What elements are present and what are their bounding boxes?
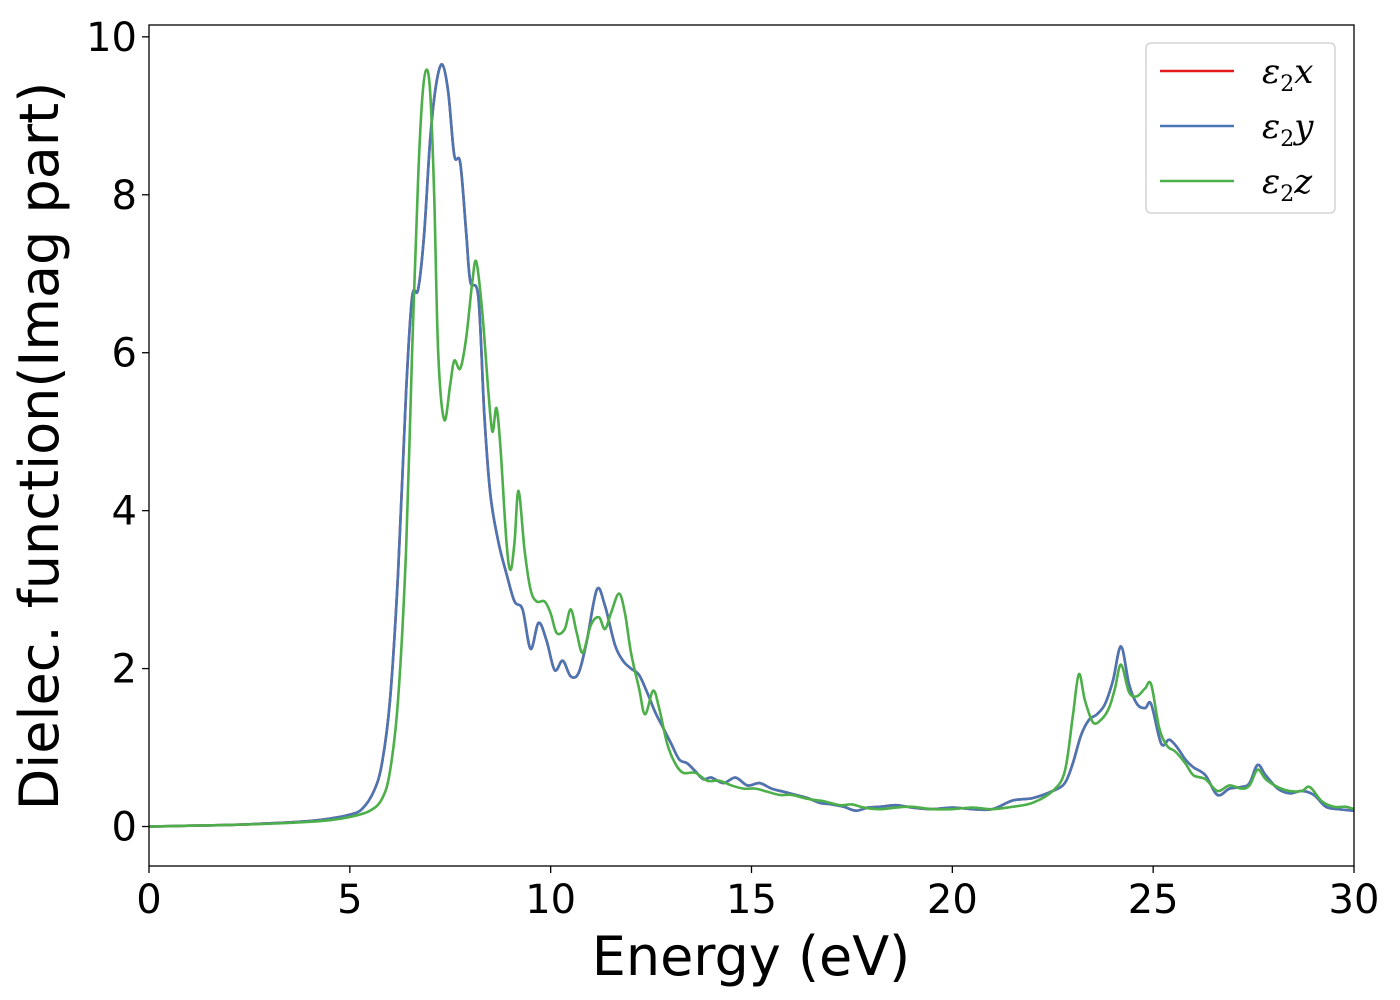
y-tick-label: 10: [86, 15, 137, 61]
series-lines: [148, 63, 1355, 828]
legend-label: ε2x: [1262, 52, 1313, 97]
legend-label: ε2z: [1262, 162, 1313, 207]
y-tick-label: 8: [112, 173, 137, 219]
x-axis-label: Energy (eV): [592, 925, 911, 988]
x-tick-label: 0: [136, 877, 161, 923]
y-tick-label: 6: [112, 331, 137, 377]
legend-box: [1145, 42, 1336, 214]
legend-label: ε2y: [1262, 107, 1314, 152]
y-tick-label: 4: [112, 489, 137, 535]
legend: ε2x ε2y ε2z: [1145, 42, 1336, 214]
y-tick-label: 0: [112, 805, 137, 851]
x-tick-label: 10: [525, 877, 576, 923]
x-tick-label: 25: [1128, 877, 1179, 923]
y-axis-label: Dielec. function(Imag part): [8, 82, 71, 811]
x-tick-label: 5: [337, 877, 362, 923]
plot-frame: [148, 24, 1355, 867]
legend-entry-eps2x: ε2x: [1160, 52, 1313, 97]
x-tick-label: 20: [927, 877, 978, 923]
x-tick-label: 30: [1329, 877, 1380, 923]
y-axis-ticks: 0 2 4 6 8 10: [86, 15, 149, 851]
y-tick-label: 2: [112, 647, 137, 693]
x-axis-ticks: 0 5 10 15 20 25 30: [136, 866, 1379, 923]
x-tick-label: 15: [726, 877, 777, 923]
legend-entry-eps2y: ε2y: [1160, 107, 1314, 152]
legend-entry-eps2z: ε2z: [1160, 162, 1313, 207]
series-eps2z-line: [148, 68, 1355, 828]
series-eps2y-line: [148, 63, 1355, 828]
